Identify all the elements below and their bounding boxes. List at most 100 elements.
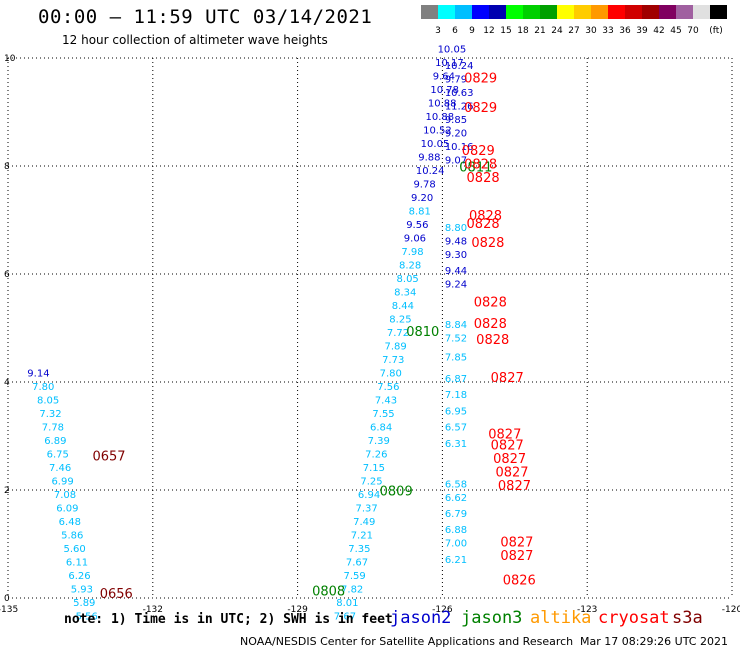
track-time-label: 0827	[488, 428, 521, 443]
wave-height-label: 6.11	[66, 558, 88, 569]
wave-height-label: 6.79	[445, 509, 467, 520]
track-time-label: 0828	[467, 171, 500, 186]
wave-height-label: 7.08	[54, 490, 76, 501]
scale-label: 18	[517, 26, 529, 36]
scale-swatch	[625, 5, 642, 19]
scale-label: 24	[551, 26, 563, 36]
wave-height-label: 8.84	[445, 320, 467, 331]
wave-height-label: 9.06	[404, 234, 426, 245]
wave-height-label: 7.89	[384, 342, 406, 353]
wave-height-label: 10.05	[438, 45, 467, 56]
wave-height-label: 6.75	[47, 450, 69, 461]
wave-height-label: 6.62	[445, 493, 467, 504]
track-time-label: 0827	[491, 439, 524, 454]
wave-height-label: 7.43	[375, 396, 397, 407]
x-tick-label: -135	[0, 605, 18, 615]
wave-height-label: 9.64	[433, 72, 455, 83]
wave-height-label: 7.15	[363, 463, 385, 474]
scale-swatch	[523, 5, 540, 19]
x-tick-label: -129	[287, 605, 308, 615]
wave-height-plot: -135 -132 -129 -126 -123 -120 0 2 4 6 8 10 9.14 7.80 8…	[0, 45, 740, 620]
track-time-label: 0827	[491, 371, 524, 386]
track-time-label: 0810	[406, 325, 439, 340]
wave-height-label: 7.78	[42, 423, 64, 434]
wave-height-label: 10.78	[430, 85, 459, 96]
scale-swatch	[421, 5, 438, 19]
scale-swatch	[659, 5, 676, 19]
wave-height-label: 9.79	[445, 74, 467, 85]
legend-jason3: jason3	[461, 608, 523, 628]
scale-label: 27	[568, 26, 579, 36]
credit-text: NOAA/NESDIS Center for Satellite Applica…	[240, 635, 574, 648]
wave-height-label: 7.73	[382, 355, 404, 366]
scale-label: 36	[619, 26, 631, 36]
scale-label: 15	[500, 26, 511, 36]
track-time-label: 0828	[469, 209, 502, 224]
scale-swatch	[506, 5, 523, 19]
wave-height-label: 7.55	[372, 409, 394, 420]
track-time-label: 0827	[498, 479, 531, 494]
wave-height-label: 5.86	[61, 531, 83, 542]
track-time-label: 0828	[476, 333, 509, 348]
scale-label: 45	[670, 26, 681, 36]
scale-swatch	[608, 5, 625, 19]
wave-height-label: 9.24	[445, 280, 467, 291]
track-time-label: 0827	[493, 452, 526, 467]
scale-label: (ft)	[709, 26, 723, 36]
y-tick-label: 6	[4, 270, 10, 280]
scale-swatch	[438, 5, 455, 19]
wave-height-label: 5.89	[73, 598, 95, 609]
wave-height-label: 10.52	[423, 126, 452, 137]
track-time-label: 0656	[100, 587, 133, 602]
wave-height-label: 8.80	[445, 223, 467, 234]
scale-label: 21	[534, 26, 545, 36]
chart-title: 00:00 – 11:59 UTC 03/14/2021	[38, 6, 373, 28]
wave-height-label: 7.25	[360, 477, 382, 488]
track-time-label: 0811	[459, 160, 492, 175]
wave-height-label: 8.25	[389, 315, 411, 326]
wave-height-label: 6.88	[445, 525, 467, 536]
y-tick-label: 0	[4, 594, 10, 604]
wave-height-label: 6.48	[59, 517, 81, 528]
wave-height-label: 7.85	[445, 352, 467, 363]
wave-height-label: 7.67	[334, 612, 356, 620]
wave-height-label: 10.24	[416, 166, 445, 177]
wave-height-label: 10.24	[445, 61, 474, 72]
scale-label: 42	[653, 26, 664, 36]
wave-height-label: 6.09	[56, 504, 78, 515]
wave-height-label: 6.57	[445, 423, 467, 434]
track-time-label: 0828	[474, 317, 507, 332]
legend-cryosat: cryosat	[598, 608, 670, 628]
wave-height-label: 7.98	[401, 247, 423, 258]
scale-label: 9	[469, 26, 475, 36]
scale-swatch	[472, 5, 489, 19]
x-tick-label: -123	[577, 605, 597, 615]
wave-height-label: 6.26	[68, 571, 90, 582]
wave-height-label: 7.35	[348, 544, 370, 555]
wave-height-label: 9.20	[411, 193, 433, 204]
scale-swatch	[557, 5, 574, 19]
note-text: note: 1) Time is in UTC; 2) SWH is in fe…	[64, 612, 393, 627]
wave-height-label: 10.88	[428, 99, 457, 110]
track-time-label: 0828	[467, 217, 500, 232]
wave-height-label: 6.84	[370, 423, 392, 434]
track-time-label: 0808	[312, 584, 345, 599]
wave-height-label: 9.48	[445, 236, 467, 247]
wave-height-label: 6.87	[445, 374, 467, 385]
wave-height-label: 6.89	[44, 436, 66, 447]
wave-height-label: 7.80	[32, 382, 54, 393]
y-tick-label: 10	[4, 54, 16, 64]
legend-s3a: s3a	[672, 608, 703, 628]
track-time-label: 0828	[471, 236, 504, 251]
track-time-label: 0829	[462, 144, 495, 159]
wave-height-label: 7.46	[49, 463, 71, 474]
scale-swatch	[455, 5, 472, 19]
wave-height-label: 7.82	[341, 585, 363, 596]
x-tick-label: -126	[432, 605, 453, 615]
scale-swatch	[693, 5, 710, 19]
track-time-label: 0827	[500, 536, 533, 551]
scale-label: 6	[452, 26, 458, 36]
scale-swatch	[642, 5, 659, 19]
y-tick-label: 2	[4, 486, 10, 496]
scale-label: 30	[585, 26, 597, 36]
